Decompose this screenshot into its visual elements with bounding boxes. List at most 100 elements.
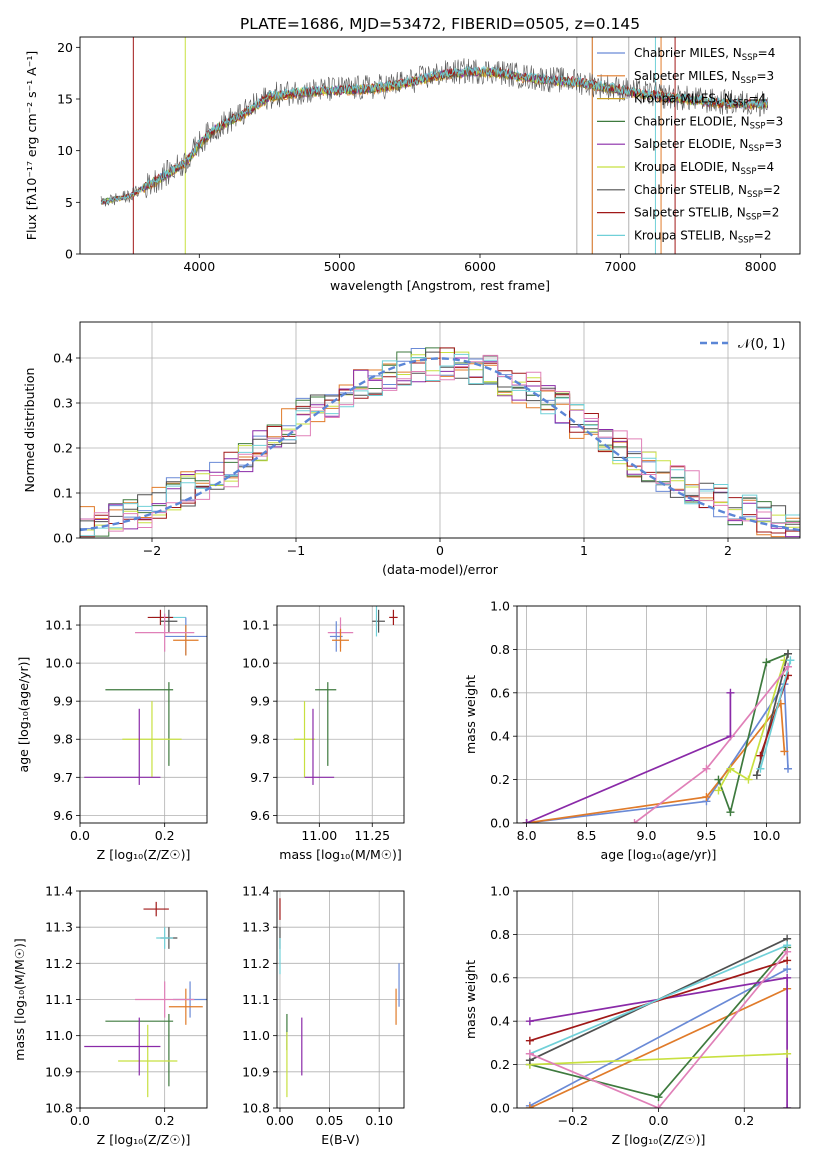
weight-marker (702, 764, 711, 773)
y-tick-label: 11.1 (242, 992, 270, 1007)
age-vs-mass-panel: 11.00 11.25 9.6 9.7 9.8 9.9 10.0 10.1 mass [log₁… (242, 605, 405, 862)
y-tick-label: 1.0 (490, 884, 510, 899)
y-axis-label: Normed distribution (22, 368, 37, 493)
error-bar-point (372, 609, 385, 633)
y-tick-label: 10.8 (242, 1101, 270, 1116)
weight-marker (783, 947, 792, 956)
weight-marker (654, 1104, 663, 1108)
weight-line (526, 692, 732, 823)
mass-vs-extinction-panel: 0.00 0.05 0.10 10.8 10.9 11.0 11.1 11.2 11.3 11.4… (242, 884, 405, 1147)
y-tick-label: 9.7 (53, 770, 73, 785)
x-tick-label: 0.2 (155, 1113, 175, 1128)
x-axis-label: Z [log₁₀(Z/Z☉)] (612, 1132, 706, 1147)
y-tick-label: 0 (65, 247, 73, 262)
mass-weight-vs-metallicity-panel: −0.2 0.0 0.2 0.0 0.2 0.4 0.6 0.8 1.0 Z [log₁₀(Z/Z… (463, 884, 801, 1147)
x-tick-label: −0.2 (558, 1113, 588, 1128)
weight-marker (525, 1036, 534, 1045)
y-tick-label: 9.8 (53, 732, 73, 747)
x-tick-label: 5000 (324, 259, 356, 274)
weight-marker (726, 808, 735, 817)
weight-marker (786, 656, 795, 665)
y-tick-label: 11.3 (242, 920, 270, 935)
weight-marker (525, 1017, 534, 1026)
y-tick-label: 11.1 (45, 992, 73, 1007)
weight-marker (783, 1049, 792, 1058)
y-tick-label: 0.0 (490, 1101, 510, 1116)
error-bar-point (389, 609, 398, 626)
legend-label: Salpeter STELIB, NSSP=2 (634, 206, 779, 223)
x-tick-label: 9.5 (697, 828, 717, 843)
y-tick-label: 11.2 (242, 956, 270, 971)
legend-label: Chabrier ELODIE, NSSP=3 (634, 114, 783, 131)
plot-frame (79, 36, 801, 255)
y-tick-label: 11.4 (242, 884, 270, 899)
error-bar-point (118, 1024, 178, 1098)
x-tick-label: 0.00 (266, 1113, 294, 1128)
weight-marker (784, 649, 793, 658)
y-tick-label: 0.8 (490, 642, 510, 657)
weight-marker (714, 786, 723, 795)
weight-marker (783, 973, 792, 982)
plot-frame (276, 605, 405, 824)
weight-marker (783, 956, 792, 965)
weight-marker (630, 819, 639, 823)
x-tick-label: 0.0 (649, 1113, 669, 1128)
y-tick-label: 10.1 (45, 618, 73, 633)
histogram-step (80, 354, 800, 532)
y-tick-label: 0.1 (53, 486, 73, 501)
legend-label: 𝒩(0, 1) (738, 337, 785, 352)
y-tick-label: 9.6 (53, 808, 73, 823)
weight-marker (702, 792, 711, 801)
y-tick-label: 11.3 (45, 920, 73, 935)
y-tick-label: 0.4 (490, 1014, 510, 1029)
legend-label: Chabrier STELIB, NSSP=2 (634, 183, 781, 200)
error-bar-point (143, 901, 169, 917)
legend-label: Kroupa ELODIE, NSSP=4 (634, 160, 774, 177)
histograms (80, 347, 800, 538)
figure-title: PLATE=1686, MJD=53472, FIBERID=0505, z=0… (240, 15, 640, 33)
data-points (84, 901, 207, 1098)
weight-marker (525, 1104, 534, 1108)
data-points (84, 609, 207, 785)
legend-label: Kroupa MILES, NSSP=4 (634, 92, 766, 109)
legend-label: Salpeter MILES, NSSP=3 (634, 69, 774, 86)
y-tick-label: 11.4 (45, 884, 73, 899)
x-tick-label: 11.25 (354, 828, 390, 843)
weight-line (529, 987, 788, 1108)
y-axis-label: mass weight (463, 960, 478, 1039)
legend-label: Chabrier MILES, NSSP=4 (634, 46, 775, 63)
x-tick-label: 10.0 (753, 828, 781, 843)
y-tick-label: 9.6 (250, 808, 270, 823)
y-tick-label: 0.6 (490, 685, 510, 700)
data-points (293, 606, 398, 785)
weight-line (717, 652, 789, 816)
error-bar-point (122, 701, 182, 778)
age-vs-metallicity-panel: 0.0 0.2 9.6 9.7 9.8 9.9 10.0 10.1 Z [log₁₀(Z/Z☉)… (16, 605, 208, 862)
x-tick-label: 4000 (183, 259, 215, 274)
weight-marker (744, 775, 753, 784)
y-tick-label: 0.2 (490, 772, 510, 787)
weight-marker (756, 751, 765, 760)
y-tick-label: 10.1 (242, 618, 270, 633)
weight-lines (522, 649, 795, 823)
weight-line (526, 701, 786, 823)
y-tick-label: 9.7 (250, 770, 270, 785)
y-tick-label: 0.2 (490, 1057, 510, 1072)
x-tick-label: 2 (724, 543, 732, 558)
y-tick-label: 11.2 (45, 956, 73, 971)
weight-marker (726, 764, 735, 773)
weight-marker (762, 658, 771, 667)
y-tick-label: 10.9 (45, 1064, 73, 1079)
x-tick-label: 8.5 (577, 828, 597, 843)
weight-marker (780, 747, 789, 756)
y-tick-label: 0.0 (53, 531, 73, 546)
residuals-panel: −2 −1 0 1 2 0.0 0.1 0.2 0.3 0.4 (data-model)/error… (22, 321, 801, 577)
weight-marker (784, 764, 793, 773)
weight-marker (525, 1049, 534, 1058)
y-tick-label: 9.9 (250, 694, 270, 709)
x-tick-label: 8000 (745, 259, 777, 274)
error-bar-point (156, 927, 174, 949)
plot-frame (79, 605, 208, 824)
weight-line (759, 660, 792, 770)
